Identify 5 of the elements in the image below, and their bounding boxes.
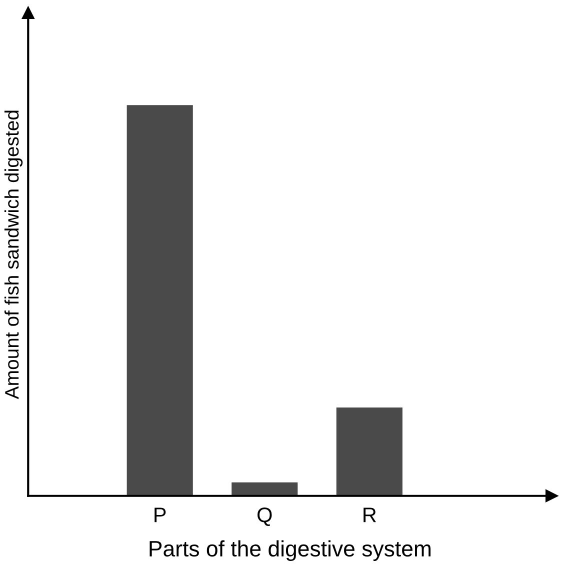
x-tick-label: Q [258, 508, 272, 526]
y-axis-title: Amount of fish sandwich digested [4, 110, 23, 400]
x-tick-label: P [154, 508, 166, 522]
x-axis-title: Parts of the digestive system [150, 540, 431, 561]
x-tick-label: R [364, 508, 376, 522]
